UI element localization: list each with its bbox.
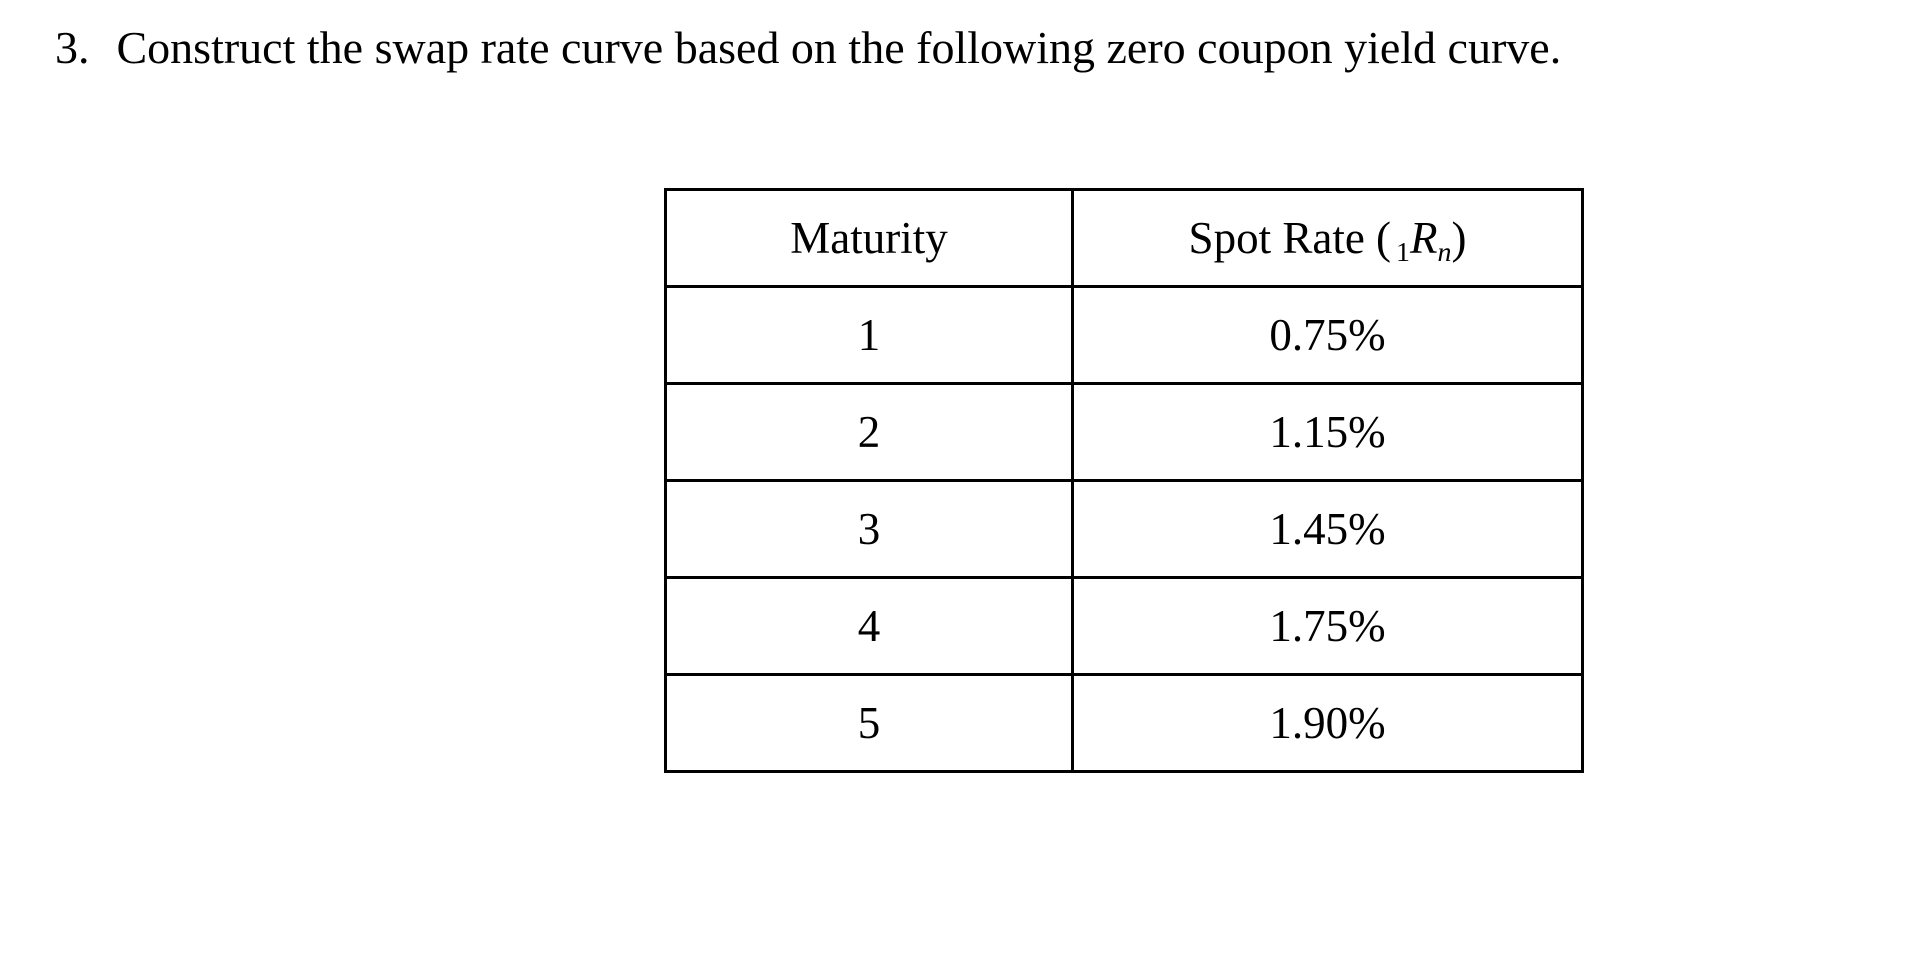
maturity-cell: 2 bbox=[664, 382, 1074, 482]
problem-number: 3. bbox=[55, 22, 90, 73]
maturity-cell: 4 bbox=[664, 576, 1074, 676]
table-row: 3 1.45% bbox=[664, 479, 1584, 579]
spot-rate-subscript: n bbox=[1437, 236, 1452, 268]
table-row: 4 1.75% bbox=[664, 576, 1584, 676]
maturity-cell: 3 bbox=[664, 479, 1074, 579]
spot-rate-close-paren: ) bbox=[1451, 213, 1467, 263]
maturity-cell: 5 bbox=[664, 673, 1074, 773]
table-row: 2 1.15% bbox=[664, 382, 1584, 482]
spot-rate-cell: 1.75% bbox=[1071, 576, 1584, 676]
problem-text: Construct the swap rate curve based on t… bbox=[116, 22, 1562, 73]
table-header-row: Maturity Spot Rate (1Rn) bbox=[664, 188, 1584, 288]
table-row: 5 1.90% bbox=[664, 673, 1584, 773]
spot-rate-symbol: R bbox=[1409, 213, 1438, 263]
table-body: 1 0.75% 2 1.15% 3 1.45% 4 1.75% 5 1.90% bbox=[664, 285, 1584, 773]
zero-coupon-yield-table: Maturity Spot Rate (1Rn) 1 0.75% 2 1.15%… bbox=[664, 188, 1584, 773]
spot-rate-cell: 1.90% bbox=[1071, 673, 1584, 773]
spot-rate-label: Spot Rate ( bbox=[1188, 213, 1392, 263]
spot-rate-pre-subscript: 1 bbox=[1396, 236, 1410, 268]
maturity-column-header: Maturity bbox=[664, 188, 1074, 288]
spot-rate-column-header: Spot Rate (1Rn) bbox=[1071, 188, 1584, 288]
maturity-cell: 1 bbox=[664, 285, 1074, 385]
problem-statement: 3. Construct the swap rate curve based on… bbox=[55, 20, 1561, 75]
spot-rate-cell: 0.75% bbox=[1071, 285, 1584, 385]
spot-rate-cell: 1.45% bbox=[1071, 479, 1584, 579]
spot-rate-cell: 1.15% bbox=[1071, 382, 1584, 482]
table-row: 1 0.75% bbox=[664, 285, 1584, 385]
